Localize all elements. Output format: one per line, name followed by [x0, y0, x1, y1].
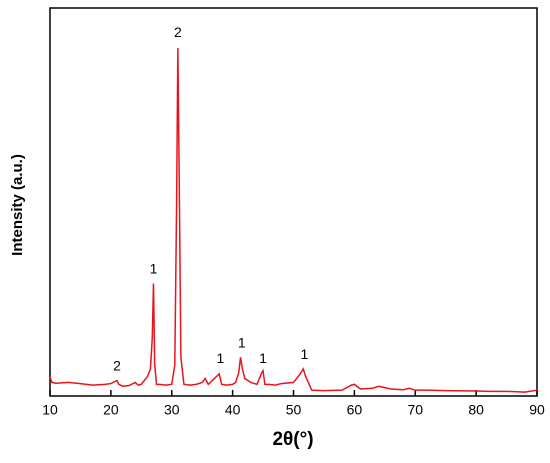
x-tick-label: 90: [529, 402, 545, 418]
x-tick-label: 30: [164, 402, 180, 418]
y-axis-title: Intensity (a.u.): [9, 154, 26, 256]
peak-label: 1: [301, 346, 309, 362]
plot-frame: [49, 7, 538, 397]
x-tick-label: 50: [286, 402, 302, 418]
x-tick-label: 40: [225, 402, 241, 418]
x-tick-label: 70: [407, 402, 423, 418]
peak-label: 1: [150, 261, 158, 277]
x-tick-label: 80: [468, 402, 484, 418]
data-line: [49, 47, 538, 393]
peak-label: 1: [238, 334, 246, 350]
peak-label: 1: [217, 350, 225, 366]
x-tick-label: 20: [103, 402, 119, 418]
peak-label: 1: [259, 350, 267, 366]
x-tick-label: 60: [347, 402, 363, 418]
peak-label: 2: [174, 24, 182, 40]
x-axis-title: 2θ(°): [272, 429, 313, 450]
peak-label: 2: [113, 358, 121, 374]
x-tick-label: 10: [42, 402, 58, 418]
